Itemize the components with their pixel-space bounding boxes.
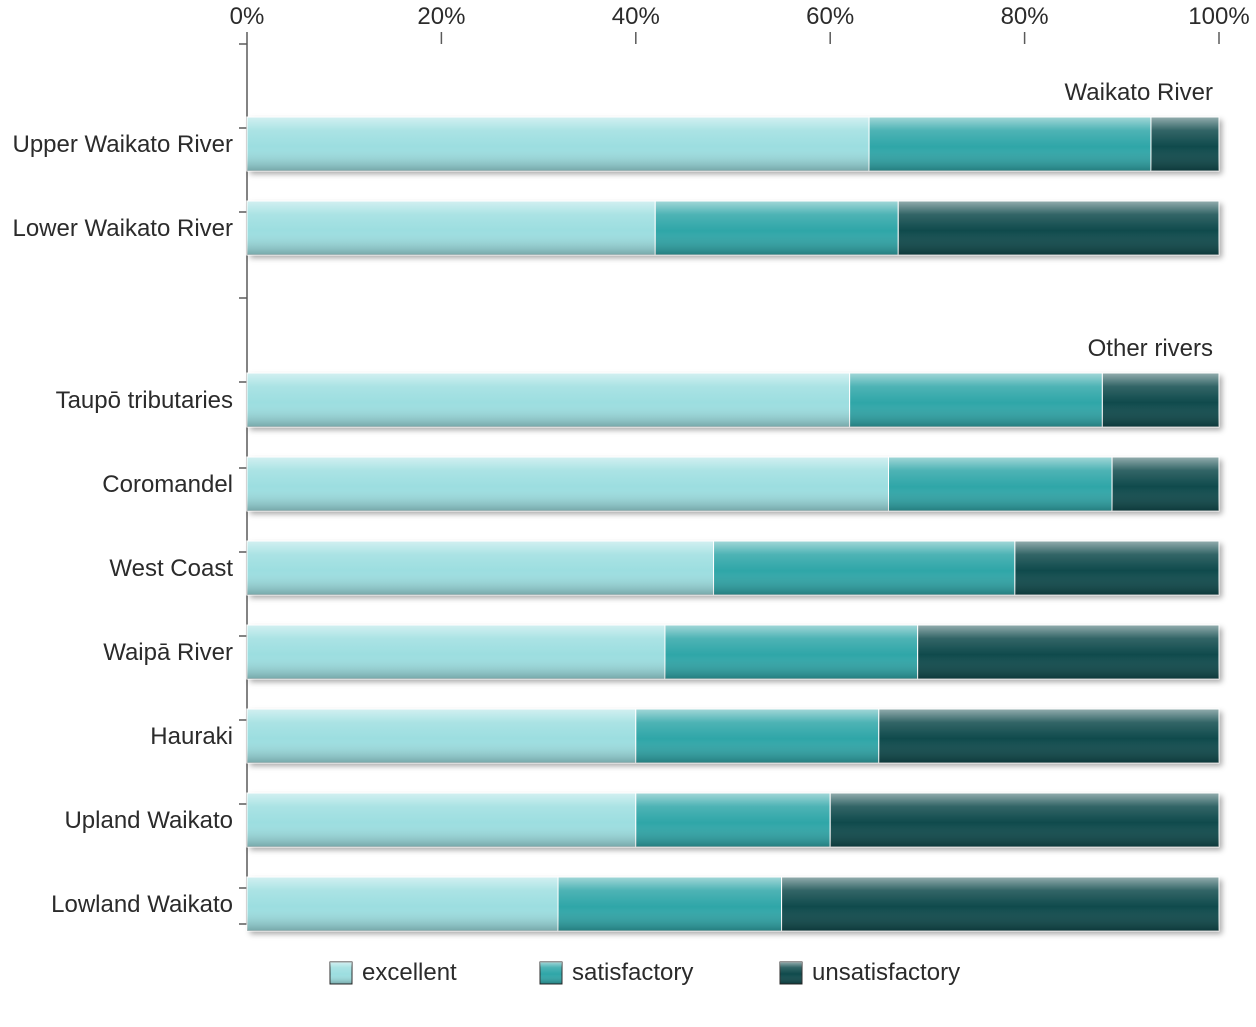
bar-segment [830, 793, 1219, 847]
bar-segment [247, 709, 636, 763]
category-label: Upper Waikato River [12, 131, 233, 158]
x-tick-label: 100% [1188, 3, 1249, 30]
bar-segment [879, 709, 1219, 763]
bar-segment [247, 793, 636, 847]
category-label: Hauraki [150, 723, 233, 750]
category-label: Upland Waikato [64, 807, 233, 834]
category-label: Waipā River [103, 639, 233, 666]
bar-segment [782, 877, 1219, 931]
bar-segment [247, 541, 714, 595]
category-label: Lowland Waikato [51, 891, 233, 918]
category-label: Taupō tributaries [56, 387, 233, 414]
bar-segment [247, 457, 889, 511]
bar-segment [918, 625, 1219, 679]
x-tick-label: 0% [230, 3, 265, 30]
x-tick-label: 80% [1001, 3, 1049, 30]
legend-label: excellent [362, 959, 457, 986]
category-label: West Coast [109, 555, 233, 582]
bar-segment [247, 117, 869, 171]
category-label: Coromandel [102, 471, 233, 498]
stacked-bar-chart: 0% 20% 40% 60% 80% 100% Waikato River Upper Wai… [0, 0, 1256, 1027]
bar-segment [714, 541, 1015, 595]
bar-segment [665, 625, 918, 679]
bar-segment [850, 373, 1103, 427]
bar-segment [869, 117, 1151, 171]
chart-container: 0% 20% 40% 60% 80% 100% Waikato River Upper Wai… [0, 0, 1256, 1027]
x-tick-label: 40% [612, 3, 660, 30]
bar-segment [247, 625, 665, 679]
bar-segment [889, 457, 1113, 511]
bar-segment [247, 201, 655, 255]
bar-segment [655, 201, 898, 255]
bar-segment [1102, 373, 1219, 427]
group-label: Waikato River [1065, 79, 1213, 106]
bar-segment [1151, 117, 1219, 171]
bar-segment [636, 793, 830, 847]
legend-label: unsatisfactory [812, 959, 960, 986]
bar-segment [1015, 541, 1219, 595]
x-tick-label: 60% [806, 3, 854, 30]
bar-segment [247, 877, 558, 931]
bar-segment [898, 201, 1219, 255]
bar-segment [1112, 457, 1219, 511]
category-label: Lower Waikato River [12, 215, 233, 242]
legend-label: satisfactory [572, 959, 693, 986]
group-label: Other rivers [1088, 335, 1213, 362]
bar-segment [558, 877, 782, 931]
bar-segment [636, 709, 879, 763]
bar-segment [247, 373, 850, 427]
x-tick-label: 20% [417, 3, 465, 30]
